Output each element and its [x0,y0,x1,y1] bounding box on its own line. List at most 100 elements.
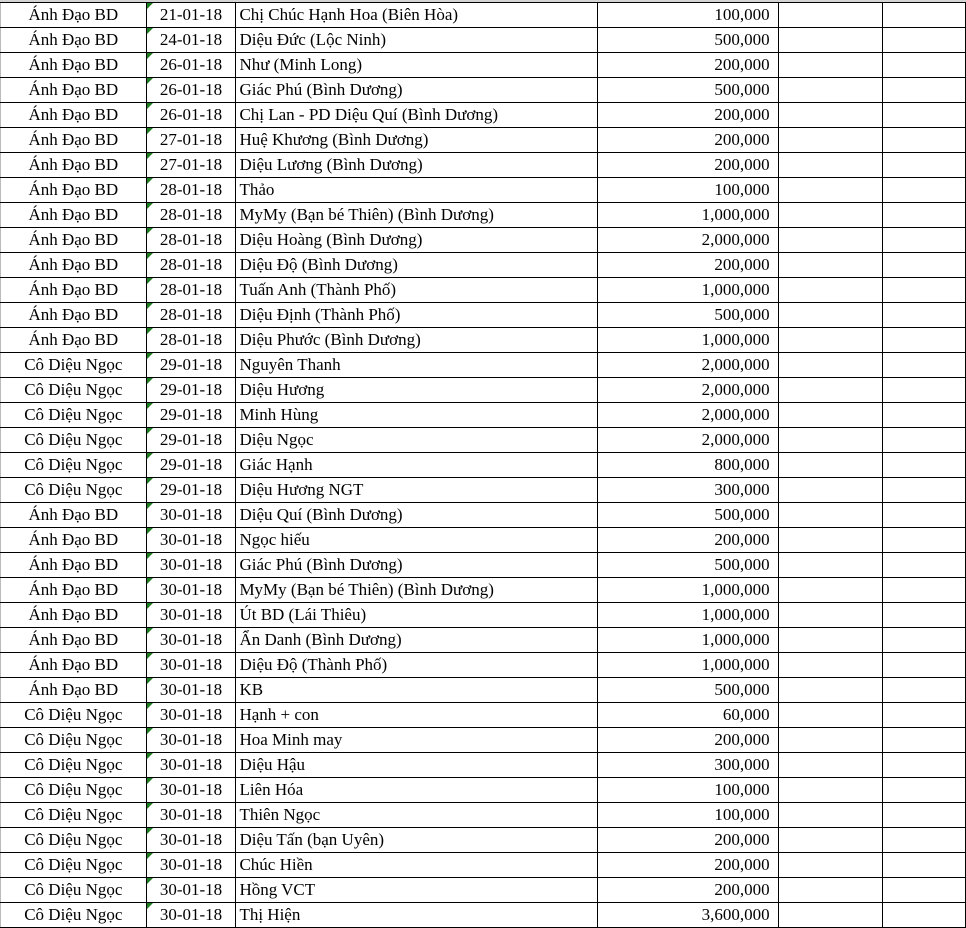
amount-cell[interactable]: 1,000,000 [596,202,779,228]
amount-cell[interactable]: 500,000 [596,552,779,578]
group-cell[interactable]: Ánh Đạo BD [0,102,147,128]
empty-cell[interactable] [881,302,966,328]
amount-cell[interactable]: 60,000 [596,702,779,728]
name-cell[interactable]: Diệu Định (Thành Phố) [235,302,598,328]
date-cell[interactable]: 30-01-18 [145,652,237,678]
empty-cell[interactable] [881,502,966,528]
date-cell[interactable]: 30-01-18 [145,577,237,603]
amount-cell[interactable]: 200,000 [596,727,779,753]
empty-cell[interactable] [881,427,966,453]
empty-cell[interactable] [777,102,883,128]
date-cell[interactable]: 30-01-18 [145,502,237,528]
date-cell[interactable]: 29-01-18 [145,427,237,453]
group-cell[interactable]: Ánh Đạo BD [0,27,147,53]
date-cell[interactable]: 29-01-18 [145,402,237,428]
group-cell[interactable]: Ánh Đạo BD [0,602,147,628]
amount-cell[interactable]: 2,000,000 [596,402,779,428]
group-cell[interactable]: Ánh Đạo BD [0,677,147,703]
empty-cell[interactable] [777,877,883,903]
name-cell[interactable]: Chúc Hiền [235,852,598,878]
date-cell[interactable]: 30-01-18 [145,827,237,853]
empty-cell[interactable] [777,902,883,928]
amount-cell[interactable]: 500,000 [596,77,779,103]
date-cell[interactable]: 30-01-18 [145,902,237,928]
date-cell[interactable]: 30-01-18 [145,677,237,703]
empty-cell[interactable] [777,252,883,278]
date-cell[interactable]: 28-01-18 [145,302,237,328]
name-cell[interactable]: Hoa Minh may [235,727,598,753]
date-cell[interactable]: 26-01-18 [145,52,237,78]
group-cell[interactable]: Ánh Đạo BD [0,2,147,28]
name-cell[interactable]: Diệu Hoàng (Bình Dương) [235,227,598,253]
date-cell[interactable]: 30-01-18 [145,752,237,778]
group-cell[interactable]: Cô Diệu Ngọc [0,402,147,428]
empty-cell[interactable] [881,627,966,653]
date-cell[interactable]: 28-01-18 [145,252,237,278]
name-cell[interactable]: Ngọc hiếu [235,527,598,553]
name-cell[interactable]: Thiên Ngọc [235,802,598,828]
name-cell[interactable]: Chị Chúc Hạnh Hoa (Biên Hòa) [235,2,598,28]
group-cell[interactable]: Ánh Đạo BD [0,302,147,328]
date-cell[interactable]: 29-01-18 [145,452,237,478]
empty-cell[interactable] [777,27,883,53]
empty-cell[interactable] [881,777,966,803]
name-cell[interactable]: Chị Lan - PD Diệu Quí (Bình Dương) [235,102,598,128]
name-cell[interactable]: Diệu Hương NGT [235,477,598,503]
group-cell[interactable]: Cô Diệu Ngọc [0,902,147,928]
empty-cell[interactable] [777,652,883,678]
date-cell[interactable]: 30-01-18 [145,852,237,878]
empty-cell[interactable] [881,277,966,303]
group-cell[interactable]: Ánh Đạo BD [0,202,147,228]
amount-cell[interactable]: 1,000,000 [596,327,779,353]
empty-cell[interactable] [777,827,883,853]
empty-cell[interactable] [881,52,966,78]
empty-cell[interactable] [881,827,966,853]
group-cell[interactable]: Cô Diệu Ngọc [0,777,147,803]
name-cell[interactable]: Giác Phú (Bình Dương) [235,77,598,103]
empty-cell[interactable] [881,527,966,553]
amount-cell[interactable]: 200,000 [596,827,779,853]
amount-cell[interactable]: 500,000 [596,677,779,703]
empty-cell[interactable] [881,702,966,728]
amount-cell[interactable]: 2,000,000 [596,427,779,453]
group-cell[interactable]: Ánh Đạo BD [0,227,147,253]
empty-cell[interactable] [881,802,966,828]
empty-cell[interactable] [777,752,883,778]
amount-cell[interactable]: 1,000,000 [596,652,779,678]
empty-cell[interactable] [777,502,883,528]
date-cell[interactable]: 27-01-18 [145,152,237,178]
name-cell[interactable]: Như (Minh Long) [235,52,598,78]
amount-cell[interactable]: 2,000,000 [596,377,779,403]
empty-cell[interactable] [777,227,883,253]
empty-cell[interactable] [881,27,966,53]
name-cell[interactable]: Giác Hạnh [235,452,598,478]
date-cell[interactable]: 29-01-18 [145,352,237,378]
empty-cell[interactable] [881,602,966,628]
empty-cell[interactable] [881,352,966,378]
name-cell[interactable]: Hạnh + con [235,702,598,728]
empty-cell[interactable] [881,452,966,478]
name-cell[interactable]: Diệu Hương [235,377,598,403]
group-cell[interactable]: Ánh Đạo BD [0,577,147,603]
empty-cell[interactable] [881,902,966,928]
name-cell[interactable]: Diệu Hậu [235,752,598,778]
group-cell[interactable]: Ánh Đạo BD [0,527,147,553]
empty-cell[interactable] [777,302,883,328]
empty-cell[interactable] [881,727,966,753]
empty-cell[interactable] [777,377,883,403]
amount-cell[interactable]: 1,000,000 [596,577,779,603]
empty-cell[interactable] [777,777,883,803]
date-cell[interactable]: 30-01-18 [145,552,237,578]
empty-cell[interactable] [881,552,966,578]
empty-cell[interactable] [777,852,883,878]
group-cell[interactable]: Ánh Đạo BD [0,177,147,203]
empty-cell[interactable] [881,102,966,128]
empty-cell[interactable] [777,152,883,178]
name-cell[interactable]: MyMy (Bạn bé Thiên) (Bình Dương) [235,202,598,228]
empty-cell[interactable] [881,652,966,678]
date-cell[interactable]: 29-01-18 [145,477,237,503]
name-cell[interactable]: Diệu Quí (Bình Dương) [235,502,598,528]
name-cell[interactable]: Minh Hùng [235,402,598,428]
empty-cell[interactable] [777,352,883,378]
date-cell[interactable]: 30-01-18 [145,877,237,903]
